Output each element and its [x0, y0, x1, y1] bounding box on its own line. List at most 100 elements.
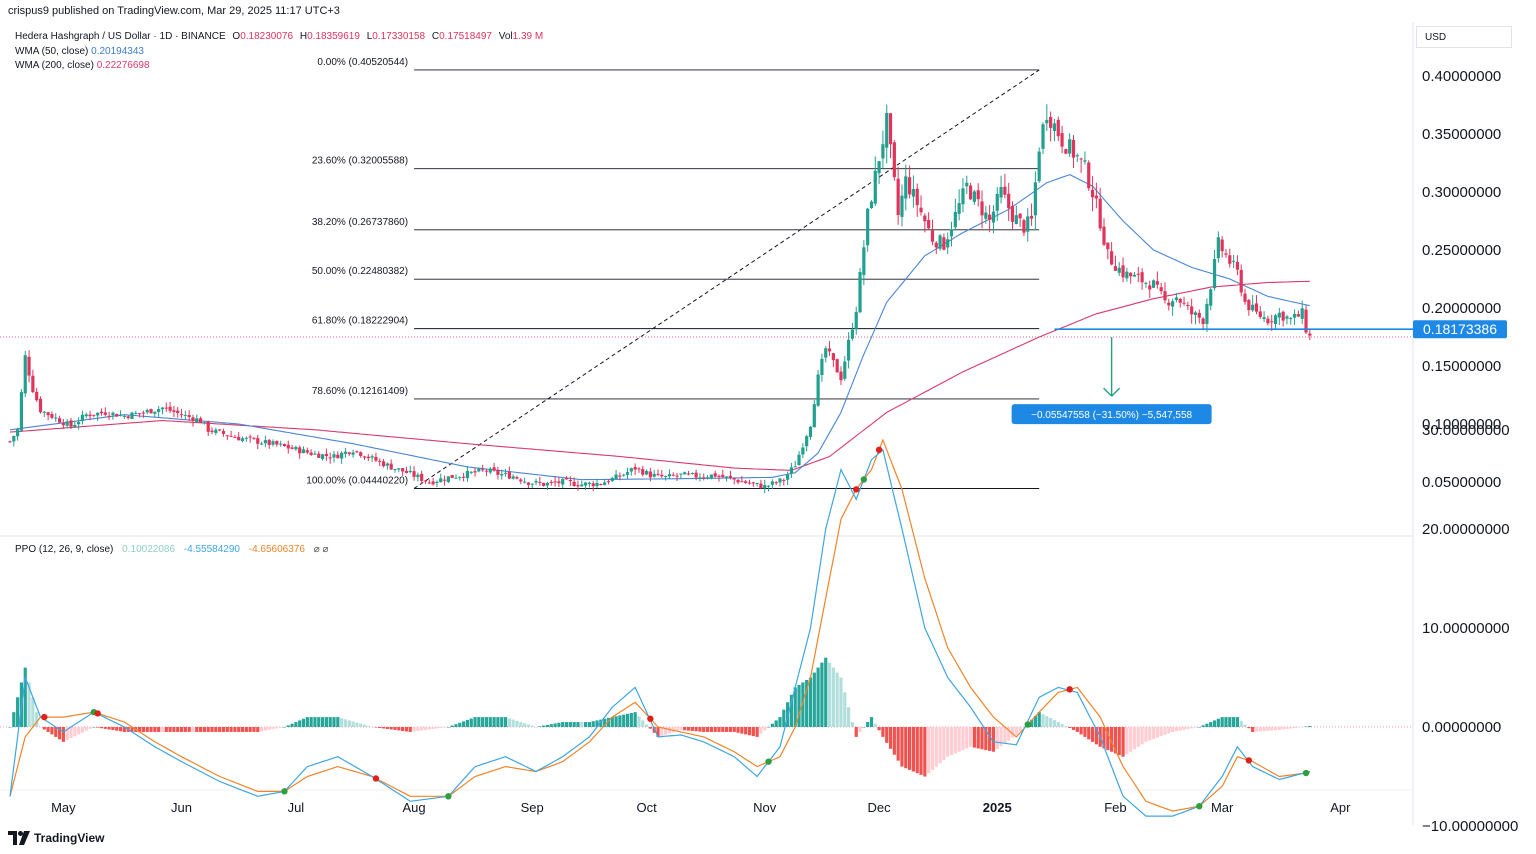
axes: 0.40000000 0.35000000 0.30000000 0.25000000… — [51, 68, 1518, 835]
wma50-legend[interactable]: WMA (50, close) 0.20194343 — [15, 45, 543, 60]
wma200-legend[interactable]: WMA (200, close) 0.22276698 — [15, 59, 543, 74]
fib-level-label: 50.00% (0.22480382) — [312, 266, 408, 277]
ppo-histogram-bar — [73, 727, 77, 737]
candle-body — [774, 482, 778, 484]
ppo-histogram-bar — [542, 725, 546, 727]
publisher-line: crispus9 published on TradingView.com, M… — [8, 5, 340, 17]
ppo-histogram-bar — [187, 727, 191, 732]
candle-body — [84, 414, 88, 417]
ppo-histogram-bar — [1106, 727, 1110, 751]
ppo-histogram-bar — [1087, 727, 1091, 740]
candle-body — [313, 453, 317, 455]
candle-body — [705, 477, 710, 479]
candle-body — [1174, 297, 1179, 300]
candle-body — [877, 161, 881, 174]
time-axis-tick: Jun — [171, 800, 192, 815]
candle-body — [572, 481, 576, 487]
candle-body — [1033, 182, 1037, 216]
ppo-histogram-bar — [896, 727, 900, 761]
candle-body — [1270, 321, 1274, 323]
ppo-legend[interactable]: PPO (12, 26, 9, close) 0.10022086 -4.555… — [15, 544, 329, 555]
candle-body — [1007, 193, 1011, 209]
ppo-histogram-bar — [42, 727, 46, 730]
ppo-histogram-bar — [1140, 727, 1144, 745]
ppo-histogram-bar — [366, 725, 370, 727]
candle-body — [545, 482, 550, 486]
candle-body — [279, 443, 283, 445]
candle-body — [564, 477, 569, 480]
ppo-histogram-bar — [1022, 727, 1026, 728]
candle-body — [134, 412, 138, 414]
high-label: H — [299, 31, 308, 42]
ppo-histogram-bar — [157, 727, 161, 732]
ppo-histogram-bar — [370, 727, 374, 728]
candle-body — [507, 472, 511, 479]
candle-body — [237, 436, 241, 441]
ppo-histogram-bar — [1148, 727, 1152, 741]
candle-body — [911, 188, 916, 197]
symbol-name[interactable]: Hedera Hashgraph / US Dollar · 1D · BINA… — [15, 31, 226, 42]
candle-body — [1201, 318, 1205, 325]
candle-body — [789, 467, 794, 474]
ppo-histogram-bar — [65, 727, 69, 740]
candle-body — [1292, 313, 1297, 318]
ppo-histogram-bar — [503, 717, 508, 727]
candle-body — [900, 195, 904, 217]
ppo-histogram-bar — [1045, 716, 1049, 727]
ppo-histogram-bar — [305, 717, 309, 727]
candle-body — [19, 392, 24, 431]
candle-body — [625, 472, 630, 475]
ppo-signal-line — [9, 438, 1310, 812]
candle-body — [1064, 149, 1068, 154]
ppo-histogram-bar — [816, 667, 820, 727]
candle-body — [686, 473, 691, 475]
candle-body — [294, 446, 298, 450]
ppo-histogram-bar — [96, 727, 100, 728]
ppo-histogram-bar — [786, 702, 790, 727]
ppo-histogram-bar — [172, 727, 176, 732]
candle-body — [766, 485, 771, 487]
ppo-histogram-bar — [1304, 726, 1308, 728]
ppo-histogram-bar — [534, 727, 538, 728]
wma50-value: 0.20194343 — [91, 45, 144, 57]
ppo-histogram-bar — [351, 721, 355, 727]
ppo-histogram-bar — [183, 727, 187, 732]
candle-body — [1216, 237, 1220, 259]
ppo-histogram-bar — [1251, 727, 1255, 732]
candle-body — [240, 438, 245, 441]
ppo-histogram-bar — [1171, 727, 1175, 732]
candle-body — [1285, 316, 1289, 319]
ppo-histogram-bar — [130, 727, 134, 732]
ppo-histogram-bar — [637, 716, 641, 727]
candle-body — [1224, 253, 1228, 255]
candle-body — [1049, 116, 1053, 128]
ppo-histogram-bar — [888, 727, 893, 749]
ppo-histogram-bar — [953, 727, 957, 754]
ppo-histogram-bar — [713, 727, 717, 732]
candle-body — [923, 215, 927, 222]
ppo-histogram-bar — [1270, 727, 1274, 731]
ppo-cross-marker — [853, 486, 860, 493]
candle-body — [679, 473, 683, 475]
currency-selector[interactable]: USD — [1416, 26, 1512, 48]
price-axis-tick: 0.40000000 — [1422, 68, 1501, 85]
fib-level-label: 61.80% (0.18222904) — [312, 316, 408, 327]
candle-body — [301, 449, 306, 454]
candlesticks — [8, 104, 1312, 494]
candle-body — [1155, 281, 1159, 285]
ppo-histogram-bar — [408, 727, 412, 732]
ppo-histogram-bar — [1193, 727, 1198, 728]
ppo-histogram-bar — [431, 727, 435, 729]
candle-body — [1178, 298, 1182, 303]
candle-body — [1308, 333, 1312, 336]
ppo-histogram-bar — [404, 727, 409, 732]
ppo-visibility-icons[interactable]: ⌀ ⌀ — [313, 544, 329, 555]
ppo-histogram-bar — [1212, 720, 1217, 727]
ppo-histogram-bar — [591, 721, 595, 727]
ppo-histogram-bar — [1281, 727, 1285, 730]
candle-body — [157, 409, 161, 412]
fib-level-label: 100.00% (0.04440220) — [306, 475, 408, 486]
low-label: L — [366, 31, 373, 42]
candle-body — [446, 476, 450, 483]
